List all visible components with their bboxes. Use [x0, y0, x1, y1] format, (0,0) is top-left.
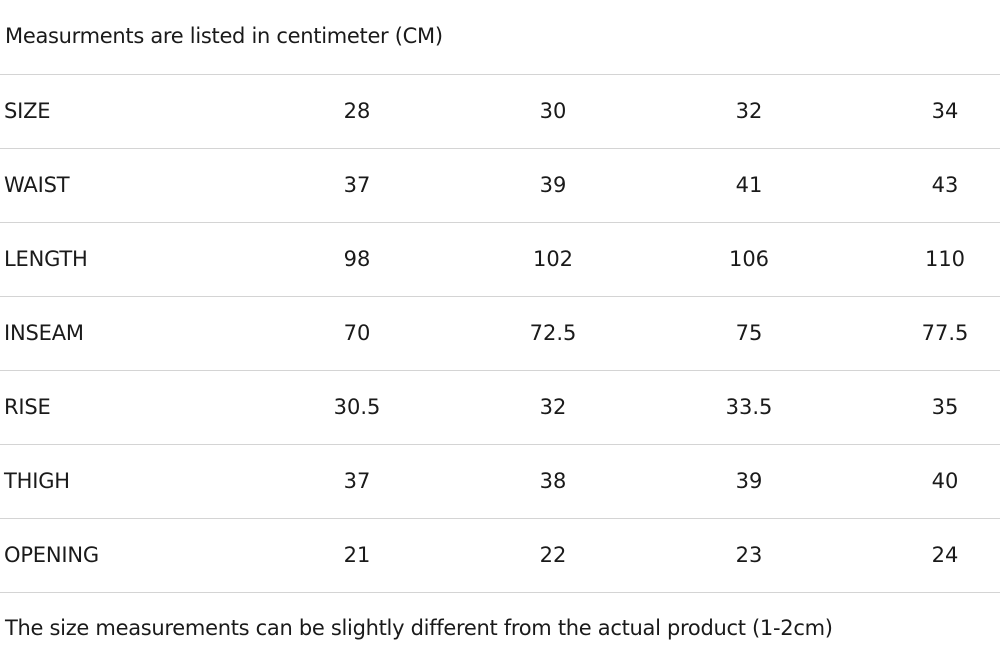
- table-cell: 41: [735, 173, 763, 197]
- table-cell: 77.5: [921, 321, 969, 345]
- table-cell: 40: [931, 469, 959, 493]
- table-cell: 70: [343, 321, 371, 345]
- table-cell: 30.5: [333, 395, 381, 419]
- row-label: OPENING: [4, 543, 99, 567]
- table-cell: 30: [539, 99, 567, 123]
- table-row-inseam: INSEAM 70 72.5 75 77.5: [0, 297, 1000, 371]
- table-cell: 37: [343, 173, 371, 197]
- table-row-rise: RISE 30.5 32 33.5 35: [0, 371, 1000, 445]
- table-row-length: LENGTH 98 102 106 110: [0, 223, 1000, 297]
- size-disclaimer-note: The size measurements can be slightly di…: [5, 616, 833, 640]
- table-row-opening: OPENING 21 22 23 24: [0, 519, 1000, 593]
- row-label: THIGH: [4, 469, 70, 493]
- row-label: RISE: [4, 395, 51, 419]
- table-cell: 34: [931, 99, 959, 123]
- table-cell: 38: [539, 469, 567, 493]
- table-cell: 39: [539, 173, 567, 197]
- table-row-thigh: THIGH 37 38 39 40: [0, 445, 1000, 519]
- table-cell: 32: [735, 99, 763, 123]
- table-cell: 21: [343, 543, 371, 567]
- row-label: LENGTH: [4, 247, 88, 271]
- table-cell: 33.5: [725, 395, 773, 419]
- table-cell: 24: [931, 543, 959, 567]
- table-cell: 39: [735, 469, 763, 493]
- table-cell: 37: [343, 469, 371, 493]
- table-cell: 32: [539, 395, 567, 419]
- table-cell: 110: [924, 247, 966, 271]
- table-row-waist: WAIST 37 39 41 43: [0, 149, 1000, 223]
- table-cell: 106: [728, 247, 770, 271]
- table-cell: 75: [735, 321, 763, 345]
- table-cell: 102: [532, 247, 574, 271]
- table-cell: 98: [343, 247, 371, 271]
- table-cell: 35: [931, 395, 959, 419]
- row-label: WAIST: [4, 173, 70, 197]
- row-label: SIZE: [4, 99, 51, 123]
- measurement-unit-note: Measurments are listed in centimeter (CM…: [5, 24, 443, 48]
- table-cell: 72.5: [529, 321, 577, 345]
- row-label: INSEAM: [4, 321, 84, 345]
- table-row-size: SIZE 28 30 32 34: [0, 75, 1000, 149]
- size-chart-table: SIZE 28 30 32 34 WAIST 37 39 41 43 LENGT…: [0, 74, 1000, 593]
- table-cell: 28: [343, 99, 371, 123]
- table-cell: 22: [539, 543, 567, 567]
- table-cell: 43: [931, 173, 959, 197]
- table-cell: 23: [735, 543, 763, 567]
